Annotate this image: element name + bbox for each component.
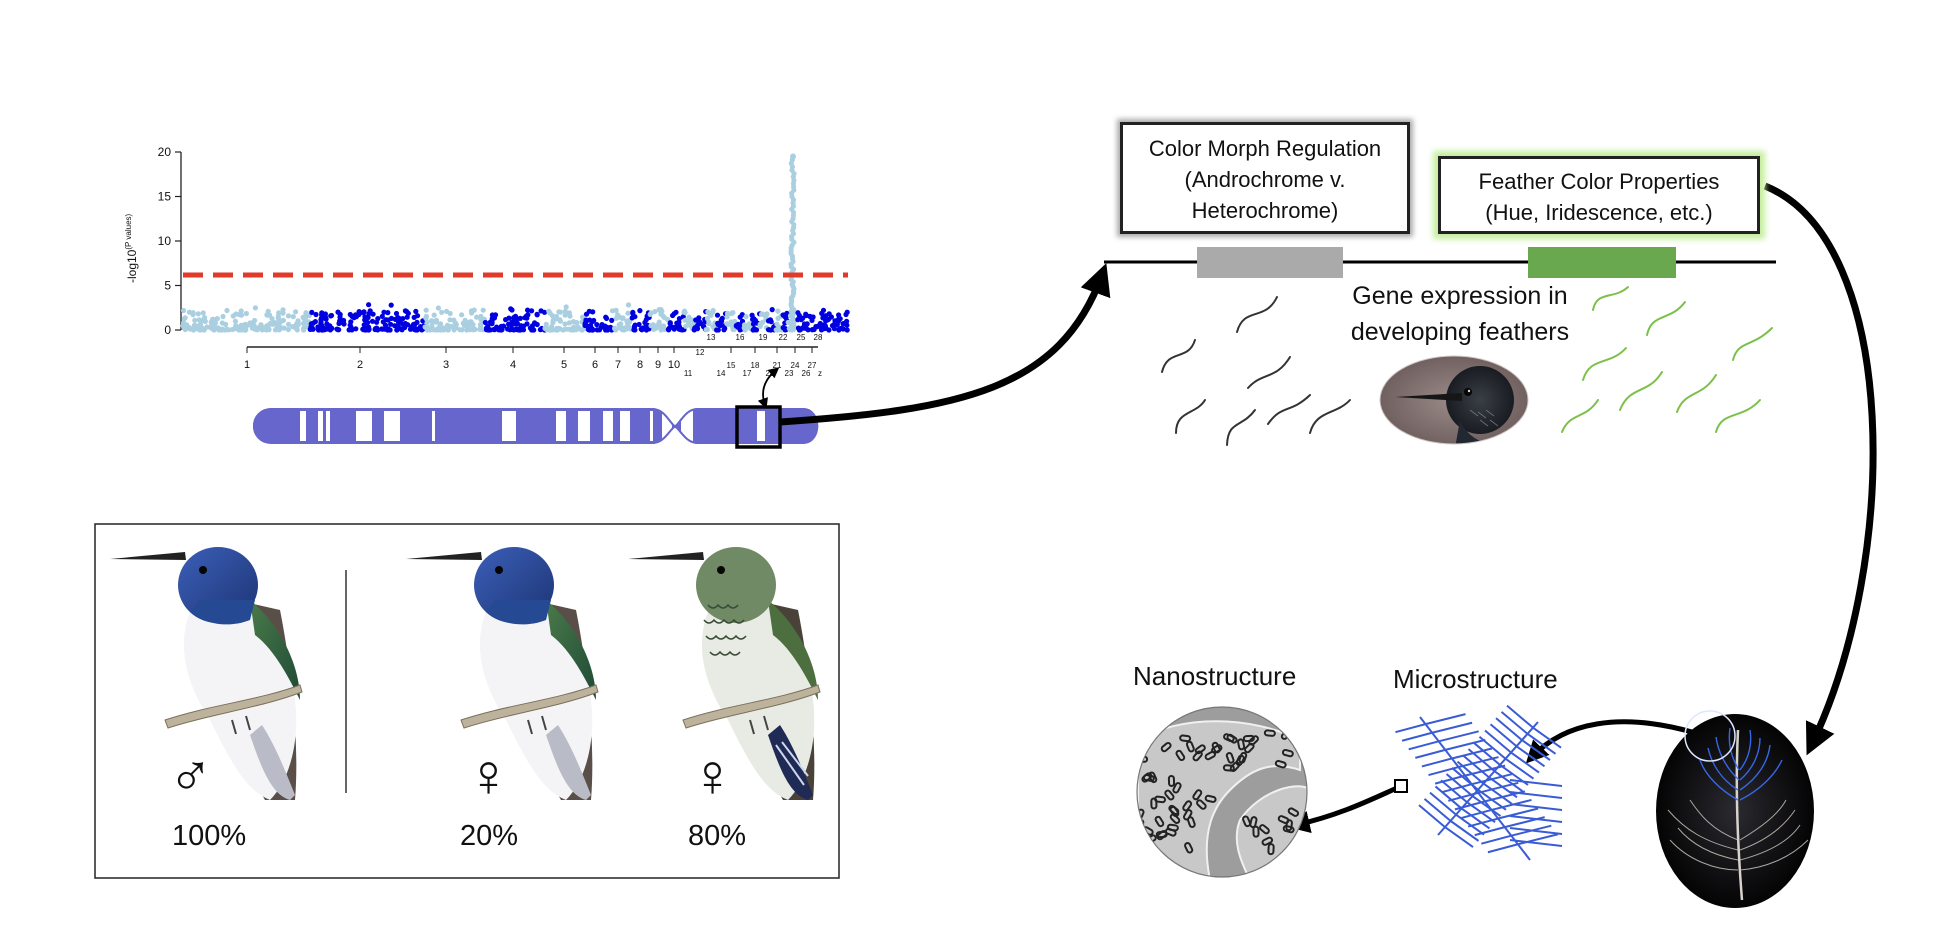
chromosome-band	[603, 411, 613, 441]
x-tick-label: 28	[814, 333, 823, 342]
x-tick-label: 27	[808, 361, 817, 370]
male-percent: 100%	[172, 820, 247, 852]
x-tick-label: 25	[797, 333, 806, 342]
x-tick-label: 19	[759, 333, 768, 342]
y-axis-ticks: 0 5 10 15 20	[158, 145, 181, 337]
x-tick-label: 17	[743, 369, 752, 378]
arrow-feather-to-microstructure	[1525, 719, 1693, 764]
manhattan-points	[180, 153, 850, 333]
microstructure-title: Microstructure	[1393, 664, 1558, 694]
female-androchrome-symbol: ♀	[466, 742, 511, 809]
x-tick-label: 12	[696, 348, 705, 357]
x-tick-label: 18	[751, 361, 760, 370]
chromosome-band	[432, 411, 435, 441]
x-tick-label: 16	[736, 333, 745, 342]
chromosome-band	[578, 411, 590, 441]
chromosome-outline	[253, 408, 819, 444]
x-axis-ticks: 1 2 3 4 5 6 7 8 9 1011121314151617181920212223242…	[244, 333, 823, 378]
y-tick-label: 15	[158, 190, 172, 204]
chromosome-band	[326, 411, 330, 441]
hummingbird-photo	[1380, 356, 1528, 444]
x-tick-label: 1	[244, 359, 250, 371]
x-tick-label: 5	[561, 359, 567, 371]
feather-color-properties-box: Feather Color Properties (Hue, Iridescen…	[1438, 156, 1760, 234]
chromosome-ideogram	[253, 405, 819, 449]
female-heterochrome-symbol: ♀	[690, 742, 735, 809]
male-symbol: ♂	[168, 742, 213, 809]
hummingbird-male-illustration	[110, 547, 303, 800]
y-tick-label: 10	[158, 234, 172, 248]
arrow-microstructure-to-nanostructure	[1287, 785, 1399, 833]
hummingbird-female-androchrome-illustration	[406, 547, 599, 800]
feather-zoom-circle	[1684, 710, 1736, 762]
hummingbird-female-heterochrome-illustration	[628, 547, 821, 800]
arrow-feather-color-to-feather	[1763, 182, 1877, 756]
morph-panel-border	[94, 523, 840, 879]
feather-box-line1: Feather Color Properties	[1478, 169, 1720, 194]
gene-track	[1104, 247, 1776, 278]
zoom-double-arrow	[757, 367, 780, 410]
x-tick-label: 13	[707, 333, 716, 342]
x-tick-label: 22	[779, 333, 788, 342]
chromosome-band	[384, 411, 400, 441]
gene-expression-label: Gene expression in developing feathers	[1300, 278, 1620, 350]
x-tick-label: 9	[655, 359, 661, 371]
microstructure-zoom-box	[1394, 779, 1408, 793]
feather-box-line2: (Hue, Iridescence, etc.)	[1485, 200, 1713, 225]
x-tick-label: 21	[773, 361, 782, 370]
morph-box-line3: Heterochrome)	[1191, 198, 1339, 223]
top-peak-point	[790, 153, 796, 160]
x-tick-label: 14	[717, 369, 726, 378]
chromosome-band	[650, 411, 653, 441]
female-heterochrome-percent: 80%	[688, 820, 747, 852]
y-axis-label: -log10(P values)	[124, 213, 139, 283]
arrow-chromosome-to-gene	[779, 263, 1111, 426]
feather-color-gene-bar	[1528, 247, 1676, 278]
chromosome-band	[318, 411, 323, 441]
x-tick-label: 11	[684, 369, 693, 378]
chromosome-band	[681, 411, 693, 441]
chromosome-band	[502, 411, 516, 441]
chromosome-band	[662, 411, 672, 441]
y-tick-label: 20	[158, 145, 172, 159]
x-tick-label: 4	[510, 359, 516, 371]
nanostructure-image	[1136, 706, 1308, 878]
x-tick-label: 15	[727, 361, 736, 370]
chromosome-band	[556, 411, 566, 441]
chromosome-band	[300, 411, 306, 441]
nanostructure-title: Nanostructure	[1133, 661, 1297, 691]
gene-expression-line1: Gene expression in	[1352, 282, 1568, 310]
female-androchrome-percent: 20%	[460, 820, 519, 852]
morph-box-line2: (Androchrome v.	[1184, 167, 1346, 192]
x-tick-label: z	[818, 369, 822, 378]
microstructure-image	[1394, 704, 1563, 861]
x-tick-label: 10	[668, 359, 680, 371]
x-tick-label: 3	[443, 359, 449, 371]
chromosome-band	[356, 411, 372, 441]
chromosome-band	[620, 411, 630, 441]
y-tick-label: 0	[164, 323, 171, 337]
x-tick-label: 23	[785, 369, 794, 378]
chromosome-bands	[300, 411, 765, 441]
chromosome-highlight-box	[735, 405, 782, 449]
x-tick-label: 2	[357, 359, 363, 371]
y-tick-label: 5	[164, 279, 171, 293]
feather-photo	[1656, 710, 1814, 908]
morph-box-line1: Color Morph Regulation	[1148, 136, 1382, 161]
color-morph-regulation-box: Color Morph Regulation (Androchrome v. H…	[1120, 122, 1410, 234]
x-tick-label: 24	[791, 361, 800, 370]
morph-regulation-gene-bar	[1197, 247, 1343, 278]
chromosome-band	[757, 411, 765, 441]
x-tick-label: 6	[592, 359, 598, 371]
gene-expression-line2: developing feathers	[1350, 318, 1570, 346]
chromosome-body	[253, 408, 819, 444]
x-tick-label: 8	[637, 359, 643, 371]
transcripts-green	[1561, 286, 1773, 433]
x-tick-label: 7	[615, 359, 621, 371]
x-tick-label: 26	[802, 369, 811, 378]
transcripts-dark	[1161, 296, 1351, 446]
